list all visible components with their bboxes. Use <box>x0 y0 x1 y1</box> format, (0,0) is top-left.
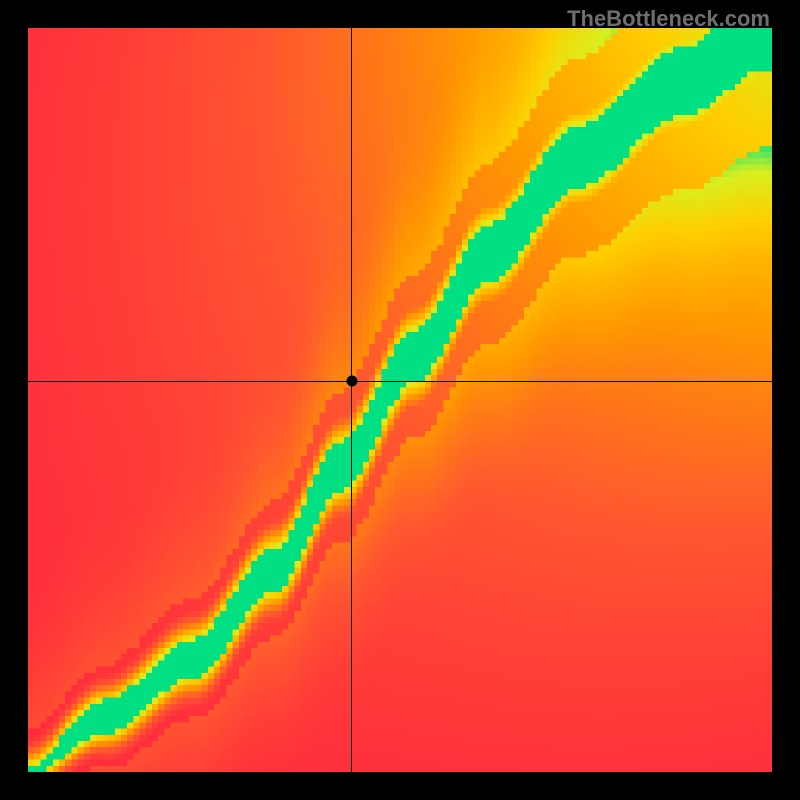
crosshair-marker <box>346 376 357 387</box>
bottleneck-heatmap <box>28 28 772 772</box>
crosshair-horizontal <box>28 381 772 382</box>
crosshair-vertical <box>351 28 352 772</box>
chart-container: { "watermark": { "text": "TheBottleneck.… <box>0 0 800 800</box>
watermark-text: TheBottleneck.com <box>567 6 770 32</box>
